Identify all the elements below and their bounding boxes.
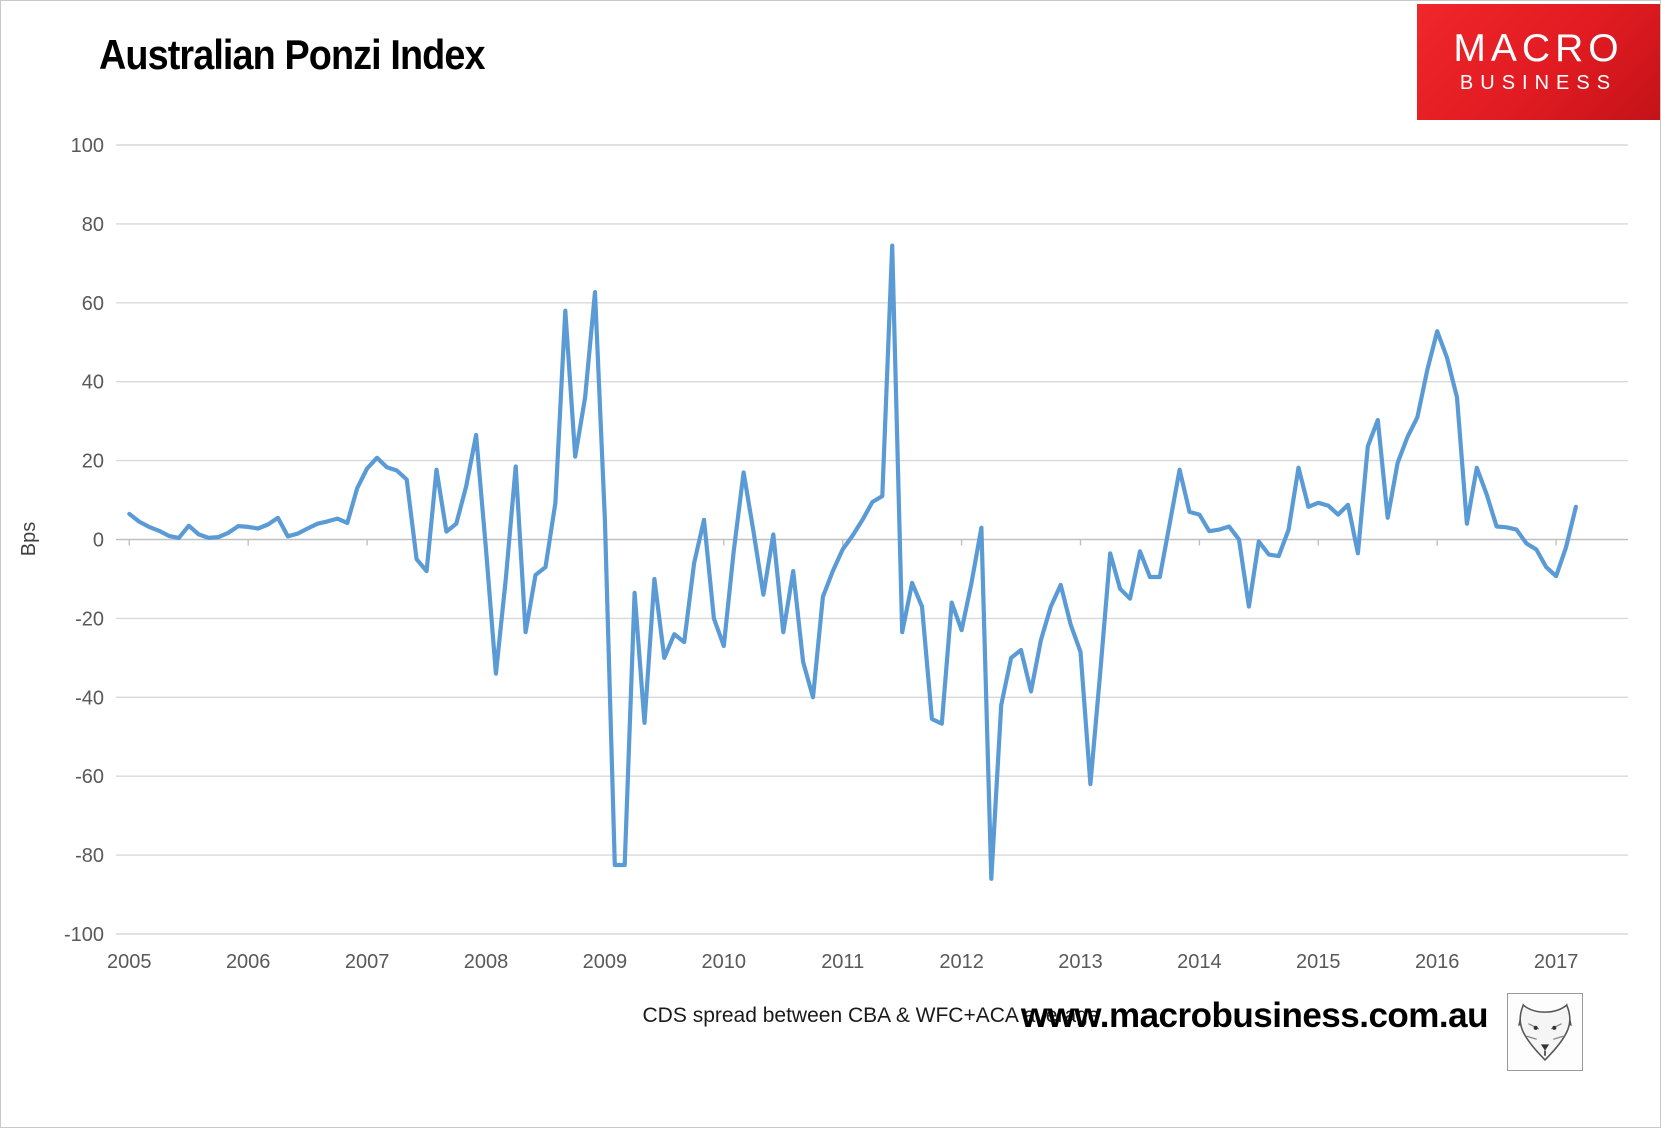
svg-text:100: 100 [71, 135, 104, 157]
svg-text:2006: 2006 [226, 951, 271, 973]
svg-text:-60: -60 [75, 766, 104, 788]
y-axis-title: Bps [18, 522, 40, 556]
svg-text:2014: 2014 [1177, 951, 1222, 973]
svg-text:2007: 2007 [345, 951, 390, 973]
page-title: Australian Ponzi Index [99, 31, 485, 78]
wolf-logo [1507, 993, 1583, 1071]
svg-text:20: 20 [82, 451, 104, 473]
website-url: www.macrobusiness.com.au [1020, 996, 1489, 1035]
svg-text:2009: 2009 [583, 951, 628, 973]
svg-text:60: 60 [82, 293, 104, 315]
axis-ticks [128, 539, 1557, 546]
logo-line-macro: MACRO [1453, 26, 1624, 70]
svg-text:-80: -80 [75, 845, 104, 867]
svg-text:2017: 2017 [1534, 951, 1579, 973]
svg-text:2015: 2015 [1296, 951, 1341, 973]
svg-text:80: 80 [82, 214, 104, 236]
x-axis-labels: 2005 2006 2007 2008 2009 2010 2011 2012 2013 2014… [107, 951, 1578, 973]
wolf-icon [1518, 1003, 1572, 1061]
svg-text:2010: 2010 [702, 951, 747, 973]
svg-text:2016: 2016 [1415, 951, 1460, 973]
svg-text:2005: 2005 [107, 951, 152, 973]
cds-spread-line [127, 243, 1579, 881]
logo-line-business: BUSINESS [1459, 72, 1618, 95]
svg-text:2013: 2013 [1058, 951, 1103, 973]
svg-text:2012: 2012 [939, 951, 984, 973]
svg-text:2008: 2008 [464, 951, 509, 973]
svg-text:2011: 2011 [821, 951, 864, 973]
y-axis-labels: 100 80 60 40 20 0 -20 -40 -60 -80 -100 [64, 135, 104, 946]
svg-text:0: 0 [93, 530, 104, 552]
chart-caption: CDS spread between CBA & WFC+ACA average [642, 1004, 1100, 1027]
macrobusiness-logo: MACRO BUSINESS [1417, 4, 1660, 120]
svg-text:-100: -100 [64, 924, 104, 946]
svg-text:40: 40 [82, 372, 104, 394]
svg-text:-40: -40 [75, 687, 104, 709]
gridlines [116, 144, 1628, 935]
svg-text:-20: -20 [75, 608, 104, 630]
